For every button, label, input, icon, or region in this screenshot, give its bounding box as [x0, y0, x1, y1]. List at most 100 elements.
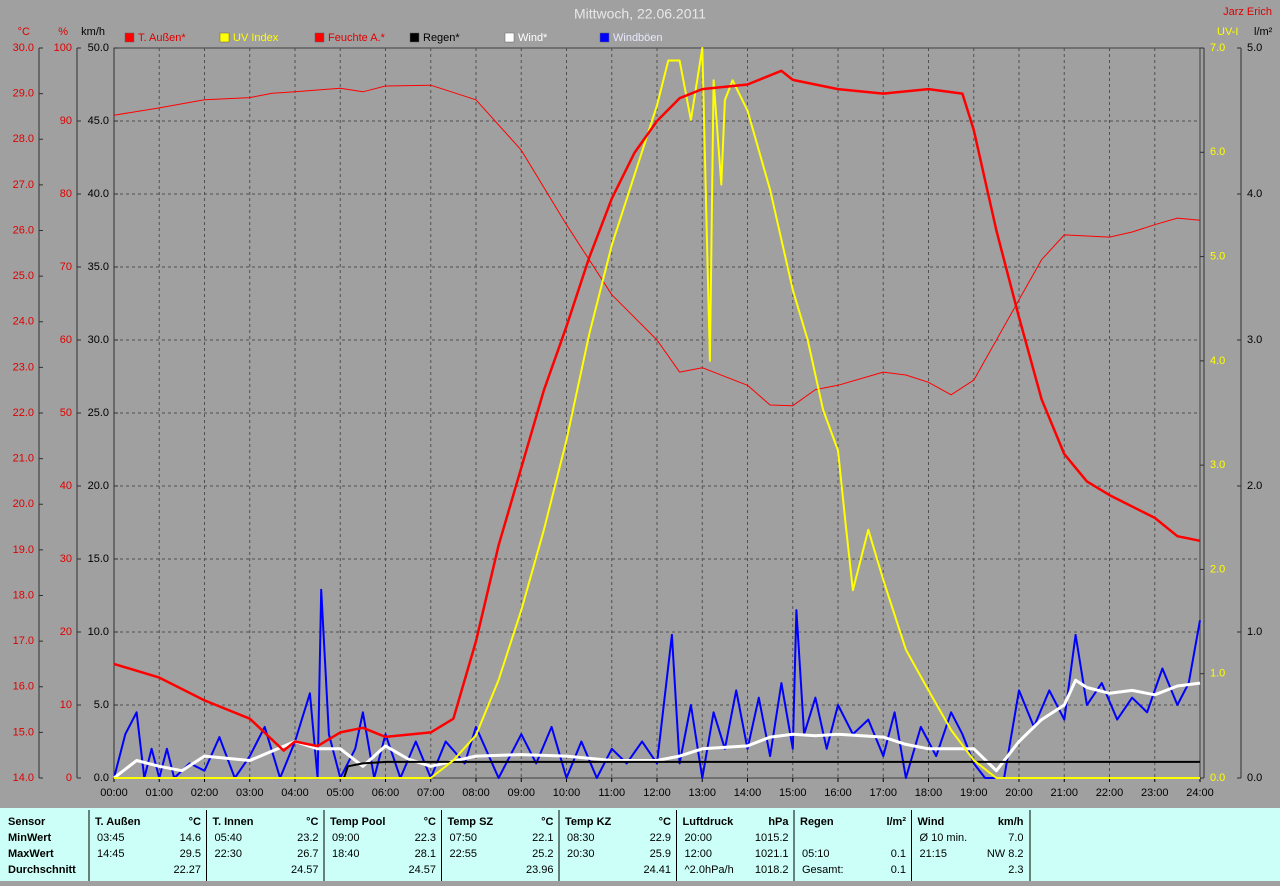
- y-tick-label: 15.0: [13, 726, 34, 738]
- y-tick-label: 1.0: [1210, 668, 1225, 680]
- y-tick-label: 2.0: [1247, 480, 1262, 492]
- x-tick-label: 24:00: [1186, 787, 1214, 799]
- legend-label: Wind*: [518, 32, 548, 44]
- y-tick-label: 2.0: [1210, 563, 1225, 575]
- cell-value: 14.6: [180, 832, 201, 844]
- y-tick-label: 40: [60, 480, 72, 492]
- legend-swatch: [219, 32, 230, 43]
- y-tick-label: 3.0: [1247, 334, 1262, 346]
- y-tick-label: 0: [66, 772, 72, 784]
- section-title: Wind: [918, 816, 945, 828]
- cell-value: 1015.2: [755, 832, 789, 844]
- y-tick-label: 25.0: [13, 270, 34, 282]
- x-tick-label: 10:00: [553, 787, 581, 799]
- cell-value: 25.9: [650, 848, 671, 860]
- cell-value: 28.1: [415, 848, 436, 860]
- legend-label: T. Außen*: [138, 32, 186, 44]
- y-tick-label: 5.0: [94, 699, 109, 711]
- row-label: Durchschnitt: [8, 864, 76, 876]
- cell-label: Gesamt:: [802, 864, 844, 876]
- y-tick-label: 16.0: [13, 681, 34, 693]
- y-tick-label: 0.0: [1210, 772, 1225, 784]
- cell-value: 25.2: [532, 848, 553, 860]
- x-tick-label: 21:00: [1050, 787, 1078, 799]
- x-tick-label: 14:00: [734, 787, 762, 799]
- y-tick-label: 30: [60, 553, 72, 565]
- section-unit: °C: [189, 816, 201, 828]
- y-tick-label: 35.0: [88, 261, 109, 273]
- chart-title: Mittwoch, 22.06.2011: [574, 6, 706, 22]
- cell-value: 26.7: [297, 848, 318, 860]
- section-unit: °C: [306, 816, 318, 828]
- cell-label: 22:30: [215, 848, 243, 860]
- y-tick-label: 20: [60, 626, 72, 638]
- y-tick-label: 19.0: [13, 544, 34, 556]
- cell-value: 0.1: [891, 864, 906, 876]
- section-title: T. Außen: [95, 816, 141, 828]
- axis-label: UV-I: [1217, 26, 1238, 38]
- x-tick-label: 18:00: [915, 787, 943, 799]
- section-title: Temp Pool: [330, 816, 385, 828]
- section-unit: °C: [541, 816, 553, 828]
- y-tick-label: 18.0: [13, 589, 34, 601]
- series-line: [113, 84, 1201, 407]
- y-tick-label: 90: [60, 115, 72, 127]
- legend-swatch: [409, 32, 420, 43]
- x-tick-label: 15:00: [779, 787, 807, 799]
- cell-value: NW 8.2: [987, 848, 1024, 860]
- y-tick-label: 10: [60, 699, 72, 711]
- x-tick-label: 12:00: [643, 787, 671, 799]
- x-tick-label: 04:00: [281, 787, 309, 799]
- table-background: [0, 808, 1280, 881]
- cell-value: 24.57: [291, 864, 319, 876]
- cell-value: 23.2: [297, 832, 318, 844]
- x-tick-label: 08:00: [462, 787, 490, 799]
- y-tick-label: 5.0: [1210, 250, 1225, 262]
- section-title: Luftdruck: [683, 816, 735, 828]
- y-tick-label: 21.0: [13, 453, 34, 465]
- legend-label: Windböen: [613, 32, 663, 44]
- y-tick-label: 30.0: [88, 334, 109, 346]
- x-tick-label: 13:00: [688, 787, 716, 799]
- y-tick-label: 6.0: [1210, 146, 1225, 158]
- x-tick-label: 22:00: [1096, 787, 1124, 799]
- cell-value: 1018.2: [755, 864, 789, 876]
- x-tick-label: 11:00: [598, 787, 625, 799]
- cell-value: 22.9: [650, 832, 671, 844]
- y-tick-label: 17.0: [13, 635, 34, 647]
- legend-swatch: [314, 32, 325, 43]
- y-tick-label: 40.0: [88, 188, 109, 200]
- cell-label: 08:30: [567, 832, 595, 844]
- y-tick-label: 23.0: [13, 361, 34, 373]
- y-tick-label: 30.0: [13, 42, 34, 54]
- y-tick-label: 4.0: [1247, 188, 1262, 200]
- axis-label: km/h: [81, 26, 105, 38]
- series-line: [114, 47, 1200, 779]
- y-tick-label: 25.0: [88, 407, 109, 419]
- x-tick-label: 16:00: [824, 787, 852, 799]
- legend-swatch: [599, 32, 610, 43]
- series-line: [113, 678, 1201, 780]
- y-tick-label: 10.0: [88, 626, 109, 638]
- cell-value: 7.0: [1008, 832, 1023, 844]
- y-tick-label: 15.0: [88, 553, 109, 565]
- summary-table: Sensor MinWert MaxWert Durchschnitt T. Außen…: [8, 810, 1031, 881]
- x-tick-label: 17:00: [869, 787, 897, 799]
- legend-label: UV Index: [233, 32, 279, 44]
- legend-swatch: [124, 32, 135, 43]
- x-tick-label: 09:00: [507, 787, 535, 799]
- cell-label: 05:10: [802, 848, 830, 860]
- y-tick-label: 70: [60, 261, 72, 273]
- cell-label: 09:00: [332, 832, 360, 844]
- cell-label: 18:40: [332, 848, 360, 860]
- y-tick-label: 29.0: [13, 88, 34, 100]
- cell-value: 29.5: [180, 848, 201, 860]
- x-tick-label: 23:00: [1141, 787, 1169, 799]
- y-tick-label: 14.0: [13, 772, 34, 784]
- cell-value: 24.57: [408, 864, 436, 876]
- section-unit: hPa: [768, 816, 789, 828]
- author: Jarz Erich: [1223, 6, 1272, 18]
- cell-value: 22.3: [415, 832, 436, 844]
- section-title: Regen: [800, 816, 834, 828]
